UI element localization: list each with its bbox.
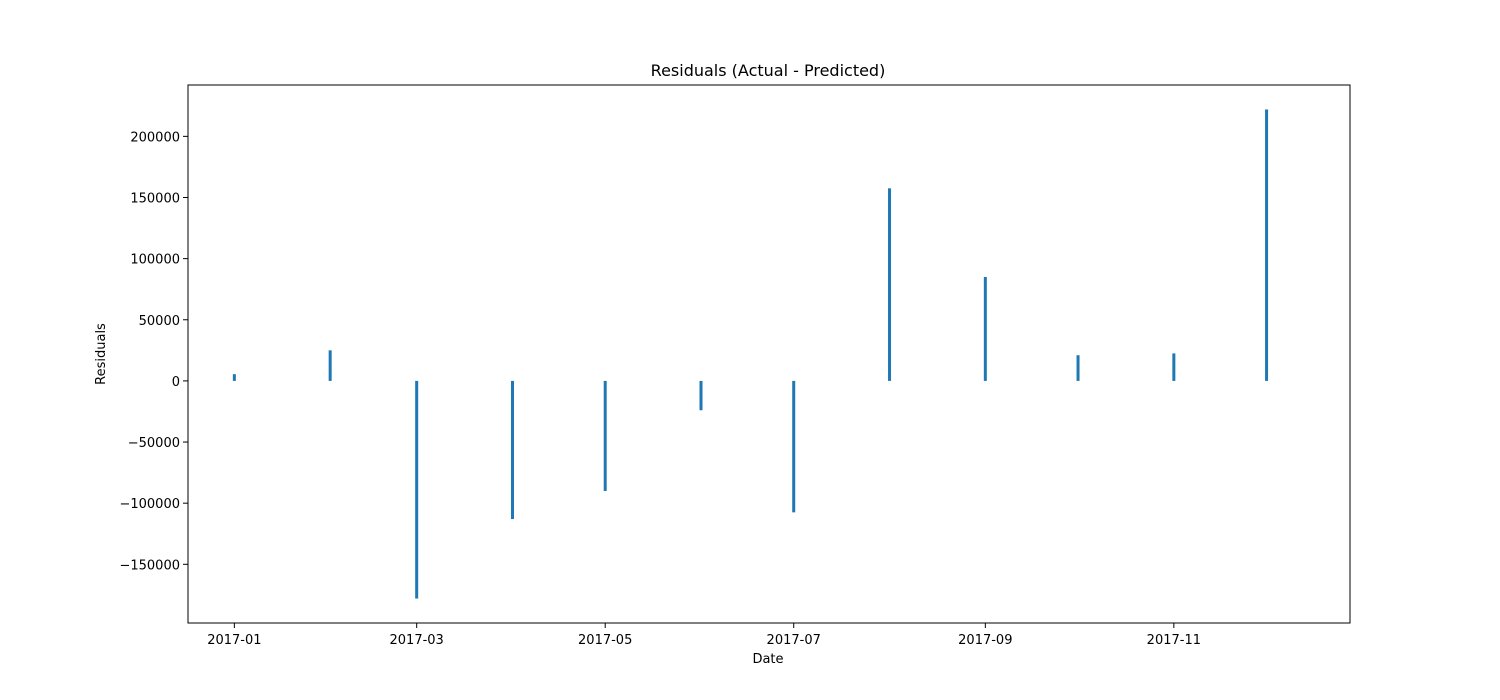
x-tick-label: 2017-07 — [767, 633, 821, 648]
x-axis-ticks: 2017-01 2017-03 2017-05 2017-07 2017-09 2017-… — [207, 623, 1201, 648]
residual-bar — [888, 188, 892, 381]
residual-bar — [983, 276, 987, 381]
residual-bar — [1076, 355, 1080, 381]
residual-bar — [415, 380, 419, 599]
chart-title: Residuals (Actual - Predicted) — [651, 61, 886, 80]
y-tick-label: 0 — [172, 375, 180, 390]
bars-group — [232, 109, 1269, 599]
x-tick-label: 2017-09 — [958, 633, 1012, 648]
y-tick-label: 150000 — [130, 191, 180, 206]
y-tick-label: −50000 — [128, 436, 180, 451]
y-axis-label: Residuals — [94, 323, 109, 385]
x-tick-label: 2017-05 — [578, 633, 632, 648]
x-tick-label: 2017-01 — [207, 633, 261, 648]
x-tick-label: 2017-03 — [390, 633, 444, 648]
residual-bar — [1265, 109, 1269, 381]
residual-bar — [232, 374, 236, 381]
residual-bar — [699, 380, 703, 411]
y-axis-ticks: 200000 150000 100000 50000 0 −50000 −100000 −15… — [119, 130, 188, 573]
y-tick-label: 200000 — [130, 130, 180, 145]
plot-frame — [187, 84, 1351, 624]
y-tick-label: 50000 — [139, 314, 180, 329]
residual-bar — [510, 380, 514, 520]
y-tick-label: 100000 — [130, 253, 180, 268]
x-tick-label: 2017-11 — [1147, 633, 1201, 648]
y-tick-label: −100000 — [119, 497, 180, 512]
residual-bar — [603, 380, 607, 491]
residual-bar — [792, 380, 796, 513]
y-tick-label: −150000 — [119, 558, 180, 573]
residual-bar — [328, 350, 332, 381]
x-axis-label: Date — [752, 652, 783, 667]
residual-bar — [1172, 353, 1176, 381]
